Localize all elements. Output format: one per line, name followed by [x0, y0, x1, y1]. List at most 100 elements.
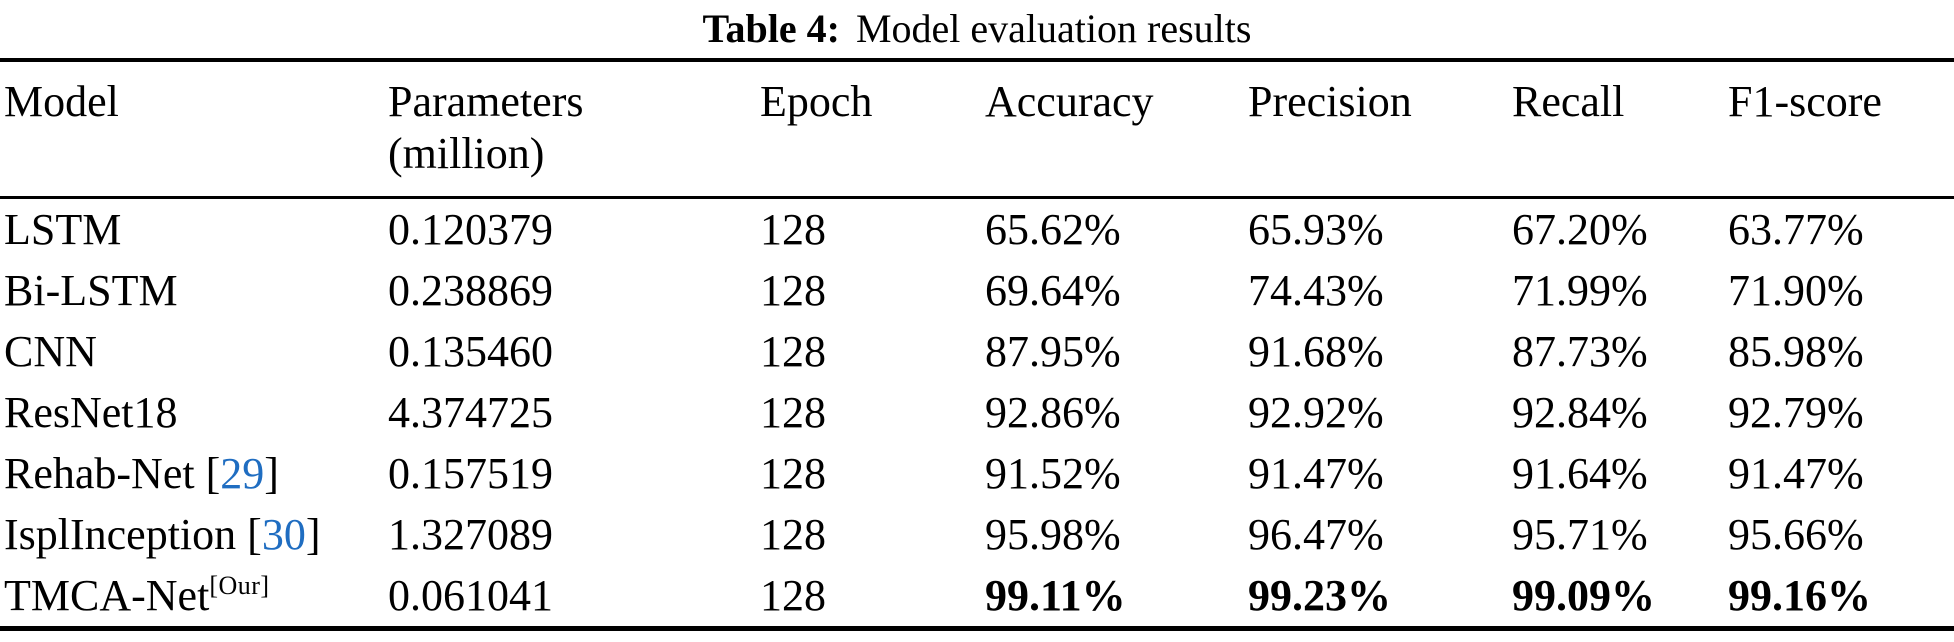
table-row: TMCA-Net[Our] 0.061041 128 99.11% 99.23% 99.0… [0, 565, 1954, 629]
cell-precision: 65.93% [1248, 198, 1512, 261]
cell-precision: 91.68% [1248, 321, 1512, 382]
column-header-label: Epoch [760, 77, 873, 126]
cell-f1-score: 71.90% [1728, 260, 1954, 321]
table-caption-label: Table 4: [702, 6, 840, 51]
value-parameters: 0.238869 [388, 266, 553, 315]
cell-epoch: 128 [760, 565, 985, 629]
value-precision: 91.47% [1248, 449, 1384, 498]
value-parameters: 0.120379 [388, 205, 553, 254]
value-accuracy: 91.52% [985, 449, 1121, 498]
model-name: ] [305, 510, 321, 559]
cell-f1-score: 95.66% [1728, 504, 1954, 565]
value-recall: 95.71% [1512, 510, 1648, 559]
value-parameters: 0.157519 [388, 449, 553, 498]
column-header-epoch: Epoch [760, 60, 985, 199]
cell-recall: 92.84% [1512, 382, 1728, 443]
cell-parameters: 4.374725 [388, 382, 760, 443]
value-recall: 87.73% [1512, 327, 1648, 376]
value-f1-score: 99.16% [1728, 571, 1871, 620]
table-row: ResNet18 4.374725 128 92.86% 92.92% 92.84% 92.… [0, 382, 1954, 443]
column-header-label: Recall [1512, 77, 1625, 126]
value-parameters: 1.327089 [388, 510, 553, 559]
cell-epoch: 128 [760, 382, 985, 443]
cell-parameters: 0.135460 [388, 321, 760, 382]
cell-model: IsplInception [30] [0, 504, 388, 565]
cell-f1-score: 63.77% [1728, 198, 1954, 261]
column-header-recall: Recall [1512, 60, 1728, 199]
value-parameters: 0.135460 [388, 327, 553, 376]
value-epoch: 128 [760, 571, 826, 620]
citation-link[interactable]: 29 [220, 449, 265, 498]
model-name: TMCA-Net [4, 571, 210, 620]
value-parameters: 0.061041 [388, 571, 553, 620]
cell-precision: 92.92% [1248, 382, 1512, 443]
value-f1-score: 71.90% [1728, 266, 1864, 315]
value-precision: 91.68% [1248, 327, 1384, 376]
cell-epoch: 128 [760, 443, 985, 504]
table-caption-text: Model evaluation results [855, 6, 1252, 51]
value-f1-score: 63.77% [1728, 205, 1864, 254]
column-header-label: Model [4, 77, 119, 126]
cell-f1-score: 85.98% [1728, 321, 1954, 382]
cell-f1-score: 99.16% [1728, 565, 1954, 629]
cell-recall: 99.09% [1512, 565, 1728, 629]
column-header-precision: Precision [1248, 60, 1512, 199]
model-name: CNN [4, 327, 97, 376]
cell-model: TMCA-Net[Our] [0, 565, 388, 629]
column-header-sublabel: (million) [388, 129, 545, 178]
value-epoch: 128 [760, 388, 826, 437]
value-precision: 92.92% [1248, 388, 1384, 437]
value-epoch: 128 [760, 205, 826, 254]
cell-f1-score: 91.47% [1728, 443, 1954, 504]
value-accuracy: 95.98% [985, 510, 1121, 559]
cell-epoch: 128 [760, 260, 985, 321]
cell-recall: 95.71% [1512, 504, 1728, 565]
value-f1-score: 95.66% [1728, 510, 1864, 559]
cell-f1-score: 92.79% [1728, 382, 1954, 443]
table-row: LSTM 0.120379 128 65.62% 65.93% 67.20% 63.77% [0, 198, 1954, 261]
model-name: ] [264, 449, 279, 498]
value-accuracy: 69.64% [985, 266, 1121, 315]
cell-accuracy: 65.62% [985, 198, 1248, 261]
model-name: ResNet18 [4, 388, 178, 437]
cell-epoch: 128 [760, 504, 985, 565]
model-name: Rehab-Net [ [4, 449, 221, 498]
value-epoch: 128 [760, 510, 826, 559]
model-name: LSTM [4, 205, 122, 254]
value-recall: 71.99% [1512, 266, 1648, 315]
cell-parameters: 0.120379 [388, 198, 760, 261]
cell-epoch: 128 [760, 321, 985, 382]
value-epoch: 128 [760, 266, 826, 315]
column-header-label: Precision [1248, 77, 1412, 126]
value-precision: 99.23% [1248, 571, 1391, 620]
table-row: Rehab-Net [29] 0.157519 128 91.52% 91.47% 91.… [0, 443, 1954, 504]
value-recall: 67.20% [1512, 205, 1648, 254]
value-accuracy: 87.95% [985, 327, 1121, 376]
column-header-label: Parameters [388, 77, 584, 126]
column-header-label: Accuracy [985, 77, 1154, 126]
cell-recall: 67.20% [1512, 198, 1728, 261]
table-header-row: Model Parameters (million) Epoch Accuracy Pre… [0, 60, 1954, 199]
cell-accuracy: 91.52% [985, 443, 1248, 504]
value-f1-score: 91.47% [1728, 449, 1864, 498]
column-header-accuracy: Accuracy [985, 60, 1248, 199]
cell-model: Rehab-Net [29] [0, 443, 388, 504]
table-row: Bi-LSTM 0.238869 128 69.64% 74.43% 71.99% 71.9… [0, 260, 1954, 321]
cell-precision: 91.47% [1248, 443, 1512, 504]
value-precision: 74.43% [1248, 266, 1384, 315]
value-f1-score: 85.98% [1728, 327, 1864, 376]
value-accuracy: 65.62% [985, 205, 1121, 254]
column-header-label: F1-score [1728, 77, 1882, 126]
model-evaluation-table: Model Parameters (million) Epoch Accuracy Pre… [0, 58, 1954, 631]
cell-parameters: 1.327089 [388, 504, 760, 565]
citation-link[interactable]: 30 [261, 510, 306, 559]
cell-accuracy: 99.11% [985, 565, 1248, 629]
cell-accuracy: 69.64% [985, 260, 1248, 321]
cell-recall: 91.64% [1512, 443, 1728, 504]
cell-model: Bi-LSTM [0, 260, 388, 321]
cell-model: ResNet18 [0, 382, 388, 443]
column-header-f1-score: F1-score [1728, 60, 1954, 199]
cell-accuracy: 95.98% [985, 504, 1248, 565]
cell-accuracy: 92.86% [985, 382, 1248, 443]
